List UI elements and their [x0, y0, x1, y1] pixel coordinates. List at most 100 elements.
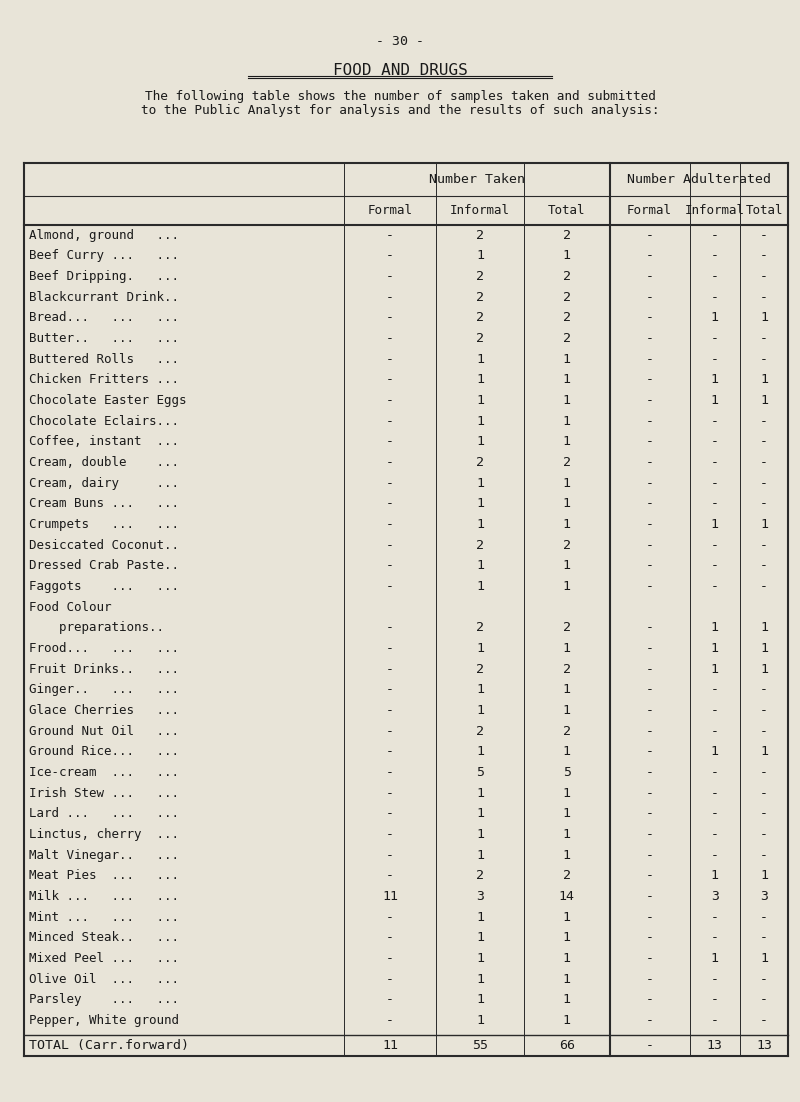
- Text: -: -: [646, 539, 654, 552]
- Text: 2: 2: [476, 662, 484, 676]
- Text: -: -: [710, 435, 718, 449]
- Text: 1: 1: [563, 435, 571, 449]
- Text: -: -: [386, 973, 394, 986]
- Text: - 30 -: - 30 -: [376, 35, 424, 48]
- Text: 1: 1: [476, 931, 484, 944]
- Text: -: -: [760, 291, 768, 304]
- Text: -: -: [646, 683, 654, 696]
- Text: -: -: [710, 291, 718, 304]
- Text: -: -: [760, 683, 768, 696]
- Text: Parsley    ...   ...: Parsley ... ...: [29, 993, 179, 1006]
- Text: 1: 1: [760, 952, 768, 965]
- Text: -: -: [710, 808, 718, 820]
- Text: 1: 1: [476, 683, 484, 696]
- Text: preparations..: preparations..: [29, 622, 164, 635]
- Text: 3: 3: [476, 890, 484, 903]
- Text: 13: 13: [707, 1039, 723, 1052]
- Text: 1: 1: [760, 395, 768, 407]
- Text: 1: 1: [476, 414, 484, 428]
- Text: Frood...   ...   ...: Frood... ... ...: [29, 642, 179, 655]
- Text: -: -: [646, 456, 654, 469]
- Text: 1: 1: [476, 642, 484, 655]
- Text: Almond, ground   ...: Almond, ground ...: [29, 228, 179, 241]
- Text: -: -: [710, 766, 718, 779]
- Text: -: -: [710, 973, 718, 986]
- Text: Beef Dripping.   ...: Beef Dripping. ...: [29, 270, 179, 283]
- Text: 1: 1: [563, 787, 571, 800]
- Text: -: -: [646, 993, 654, 1006]
- Text: 1: 1: [710, 374, 718, 387]
- Text: -: -: [386, 622, 394, 635]
- Text: Number Adulterated: Number Adulterated: [627, 173, 770, 186]
- Text: 3: 3: [760, 890, 768, 903]
- Text: -: -: [386, 828, 394, 841]
- Text: -: -: [646, 291, 654, 304]
- Text: -: -: [760, 931, 768, 944]
- Text: -: -: [760, 973, 768, 986]
- Text: 1: 1: [563, 414, 571, 428]
- Text: 11: 11: [382, 1039, 398, 1052]
- Text: 2: 2: [563, 456, 571, 469]
- Text: -: -: [710, 560, 718, 572]
- Text: -: -: [710, 539, 718, 552]
- Text: Ground Rice...   ...: Ground Rice... ...: [29, 745, 179, 758]
- Text: 1: 1: [476, 560, 484, 572]
- Text: 1: 1: [563, 1014, 571, 1027]
- Text: -: -: [760, 560, 768, 572]
- Text: The following table shows the number of samples taken and submitted: The following table shows the number of …: [145, 90, 655, 104]
- Text: Cream, double    ...: Cream, double ...: [29, 456, 179, 469]
- Text: Blackcurrant Drink..: Blackcurrant Drink..: [29, 291, 179, 304]
- Text: -: -: [386, 353, 394, 366]
- Text: Fruit Drinks..   ...: Fruit Drinks.. ...: [29, 662, 179, 676]
- Text: 2: 2: [476, 539, 484, 552]
- Text: -: -: [646, 228, 654, 241]
- Text: Ground Nut Oil   ...: Ground Nut Oil ...: [29, 725, 179, 737]
- Text: -: -: [386, 228, 394, 241]
- Text: -: -: [386, 931, 394, 944]
- Text: 1: 1: [563, 374, 571, 387]
- Text: -: -: [710, 683, 718, 696]
- Text: -: -: [386, 580, 394, 593]
- Text: Faggots    ...   ...: Faggots ... ...: [29, 580, 179, 593]
- Text: -: -: [760, 725, 768, 737]
- Text: 2: 2: [476, 622, 484, 635]
- Text: Milk ...   ...   ...: Milk ... ... ...: [29, 890, 179, 903]
- Text: 2: 2: [563, 312, 571, 324]
- Text: 2: 2: [563, 228, 571, 241]
- Text: 2: 2: [476, 312, 484, 324]
- Text: -: -: [710, 414, 718, 428]
- Text: 2: 2: [563, 270, 571, 283]
- Text: 1: 1: [476, 395, 484, 407]
- Text: Olive Oil  ...   ...: Olive Oil ... ...: [29, 973, 179, 986]
- Text: -: -: [386, 312, 394, 324]
- Text: -: -: [710, 1014, 718, 1027]
- Text: -: -: [710, 228, 718, 241]
- Text: 1: 1: [476, 973, 484, 986]
- Text: 1: 1: [563, 973, 571, 986]
- Text: Total: Total: [746, 204, 782, 217]
- Text: FOOD AND DRUGS: FOOD AND DRUGS: [333, 63, 467, 78]
- Text: 66: 66: [559, 1039, 575, 1052]
- Text: -: -: [646, 662, 654, 676]
- Text: to the Public Analyst for analysis and the results of such analysis:: to the Public Analyst for analysis and t…: [141, 104, 659, 117]
- Text: -: -: [646, 787, 654, 800]
- Text: Crumpets   ...   ...: Crumpets ... ...: [29, 518, 179, 531]
- Text: 1: 1: [760, 642, 768, 655]
- Text: -: -: [386, 952, 394, 965]
- Text: -: -: [646, 518, 654, 531]
- Text: -: -: [386, 477, 394, 489]
- Text: 1: 1: [476, 249, 484, 262]
- Text: 13: 13: [756, 1039, 772, 1052]
- Text: -: -: [646, 1014, 654, 1027]
- Text: -: -: [386, 332, 394, 345]
- Text: Chocolate Easter Eggs: Chocolate Easter Eggs: [29, 395, 186, 407]
- Text: -: -: [386, 683, 394, 696]
- Text: 1: 1: [710, 642, 718, 655]
- Text: Mint ...   ...   ...: Mint ... ... ...: [29, 910, 179, 923]
- Text: -: -: [760, 910, 768, 923]
- Text: 1: 1: [563, 642, 571, 655]
- Text: -: -: [760, 787, 768, 800]
- Text: -: -: [646, 973, 654, 986]
- Text: 1: 1: [563, 993, 571, 1006]
- Text: 1: 1: [710, 952, 718, 965]
